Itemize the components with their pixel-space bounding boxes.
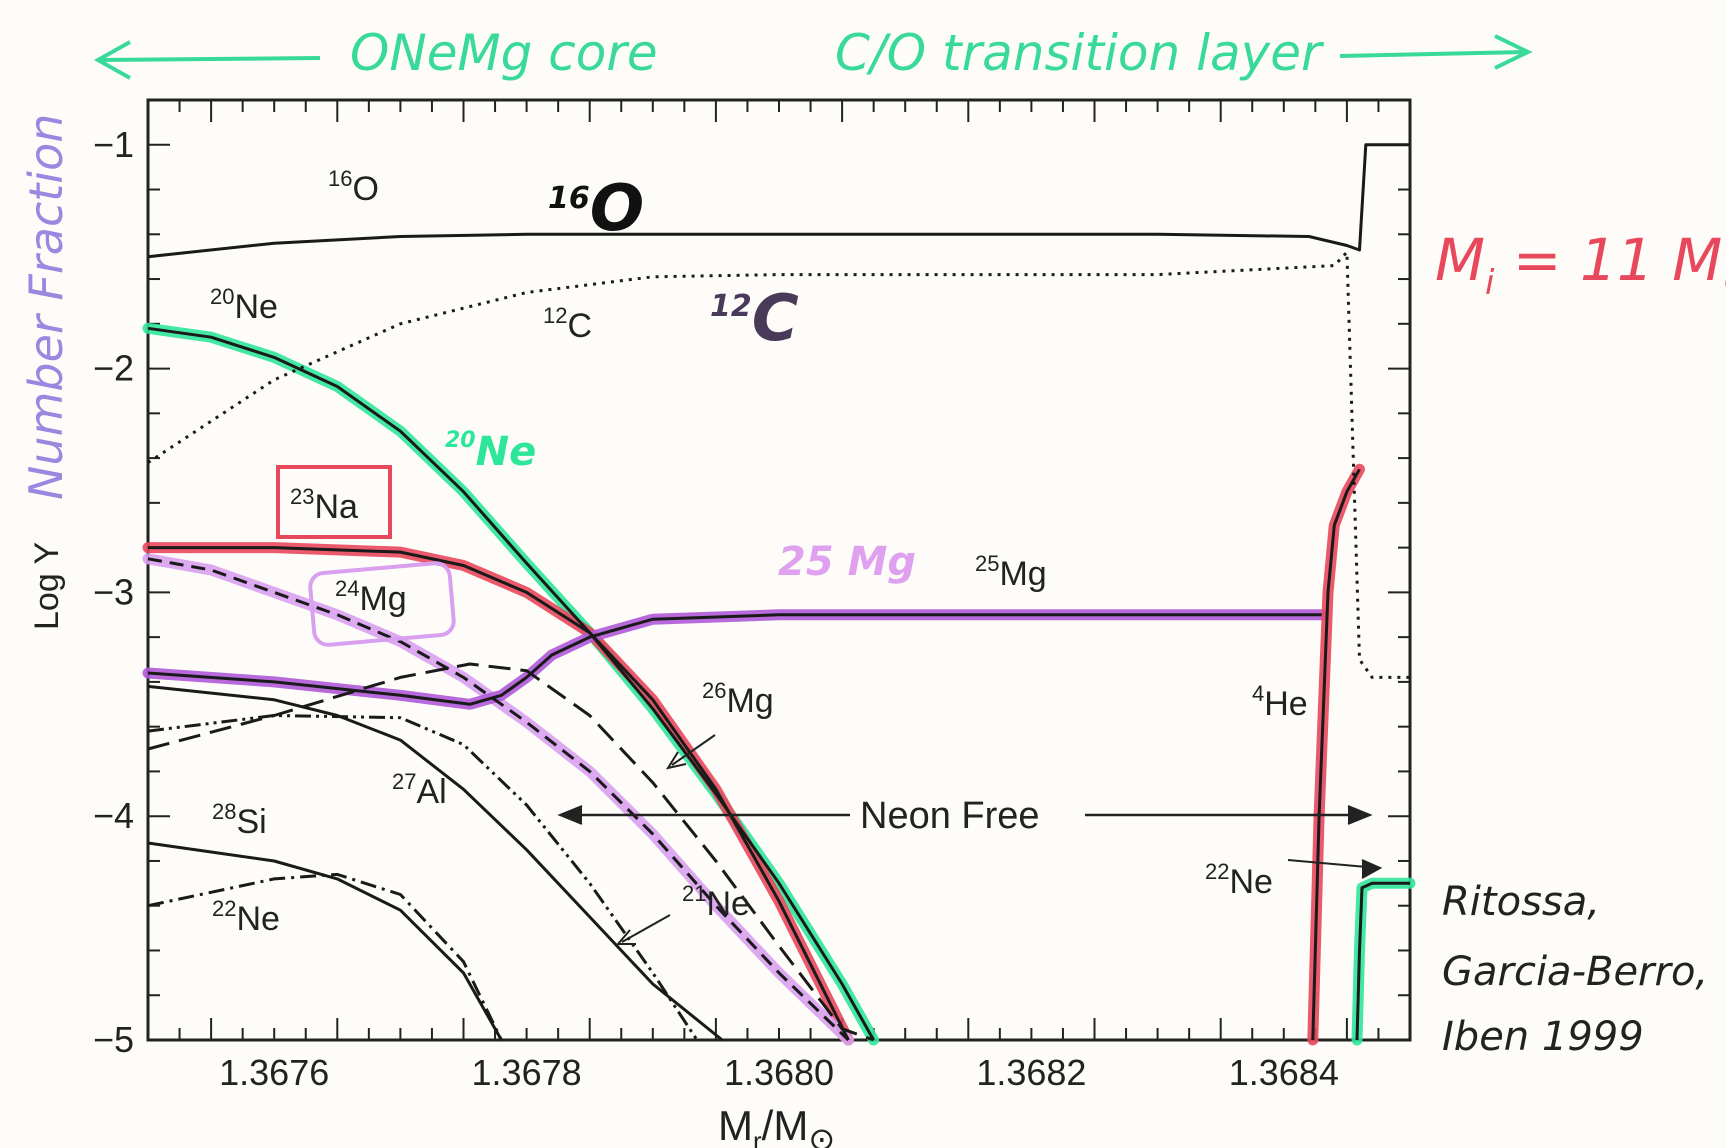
- x-tick-label: 1.3678: [472, 1052, 582, 1093]
- series-25Mg: [147, 613, 1322, 706]
- transition-label: C/O transition layer: [835, 24, 1325, 82]
- series-21Ne: [147, 714, 699, 1041]
- isotope-label-23Na: 23Na: [290, 484, 358, 526]
- core-label: ONeMg core: [350, 24, 658, 82]
- isotope-label-25Mg: 25Mg: [975, 551, 1047, 593]
- series-highlights: [142, 322, 1416, 1046]
- isotope-label-4He: 4He: [1252, 681, 1308, 723]
- isotope-label-22Ne: 22Ne: [212, 896, 280, 938]
- arrow-22Ne-outer-head: [1361, 859, 1383, 879]
- series-16O: [147, 143, 1410, 259]
- series-4He: [1311, 468, 1361, 1041]
- hand-12C-label: 12C: [710, 282, 799, 356]
- series-20Ne: [147, 326, 875, 1041]
- isotope-label-26Mg: 26Mg: [702, 678, 774, 720]
- reference-line-3: Iben 1999: [1442, 1014, 1644, 1060]
- reference-line-2: Garcia-Berro,: [1442, 949, 1708, 995]
- x-tick-label: 1.3676: [219, 1052, 329, 1093]
- series-22Ne: [147, 872, 503, 1041]
- axis-ticks: [147, 100, 1411, 1041]
- y-axis-hand-label: Number Fraction: [19, 114, 73, 500]
- box-23Na: [276, 465, 392, 539]
- x-tick-label: 1.3680: [724, 1052, 834, 1093]
- y-tick-label: −2: [93, 348, 134, 389]
- series-12C: [147, 250, 1410, 679]
- reference-line-1: Ritossa,: [1442, 879, 1600, 925]
- highlight-22Ne-outer: [1351, 877, 1416, 1046]
- pointer-arrows: [615, 734, 1383, 945]
- x-tick-label: 1.3682: [976, 1052, 1086, 1093]
- highlight-24Mg: [142, 553, 854, 1046]
- series-lines: [147, 143, 1410, 1042]
- neon-free-label: Neon Free: [860, 795, 1040, 837]
- highlight-4He: [1307, 463, 1365, 1046]
- isotope-label-28Si: 28Si: [212, 799, 267, 841]
- y-tick-label: −5: [93, 1019, 134, 1060]
- isotope-label-16O: 16O: [328, 166, 379, 208]
- arrow-26Mg: [671, 734, 716, 766]
- series-27Al: [147, 684, 724, 1042]
- y-tick-label: −4: [93, 795, 134, 836]
- box-24Mg: [308, 561, 456, 647]
- neon-free-annotation: Neon Free: [557, 795, 1373, 837]
- neon-free-left-head: [557, 805, 583, 825]
- y-tick-label: −3: [93, 571, 134, 612]
- arrow-21Ne-head: [615, 929, 636, 945]
- isotope-label-22Ne: 22Ne: [1205, 859, 1273, 901]
- arrow-26Mg-head: [665, 751, 687, 770]
- isotope-label-27Al: 27Al: [392, 769, 447, 811]
- neon-free-right-head: [1347, 805, 1373, 825]
- series-23Na: [148, 546, 850, 1041]
- reference-note: Ritossa, Garcia-Berro, Iben 1999: [1442, 879, 1708, 1060]
- isotope-labels: 16O 20Ne 12C 23Na 24Mg 25Mg 26Mg 27Al 28Si 22Ne 21…: [210, 166, 1308, 938]
- series-24Mg: [147, 557, 850, 1042]
- isotope-label-20Ne: 20Ne: [210, 284, 278, 326]
- x-tick-label: 1.3684: [1229, 1052, 1339, 1093]
- right-arrow-head: [1494, 34, 1533, 70]
- hand-25Mg-label: 25 Mg: [778, 539, 916, 585]
- tick-labels: 1.3676 1.3678 1.3680 1.3682 1.3684 −1 −2 −3 −4 −5: [93, 124, 1339, 1093]
- series-22Ne-outer: [1355, 881, 1410, 1041]
- hand-labels: 16O 12C 20Ne 25 Mg: [445, 172, 916, 585]
- hand-20Ne-label: 20Ne: [445, 428, 536, 475]
- arrow-21Ne: [621, 914, 671, 943]
- right-arrow-shaft: [1339, 50, 1526, 58]
- series-26Mg: [147, 662, 875, 1042]
- y-tick-label: −1: [93, 124, 134, 165]
- left-arrow-head: [93, 40, 131, 80]
- isotope-label-12C: 12C: [543, 303, 592, 345]
- x-axis-label: Mr/M⊙: [718, 1102, 835, 1148]
- left-arrow-shaft: [99, 56, 321, 62]
- initial-mass-label: Mi = 11 M⊙: [1435, 226, 1726, 303]
- isotope-label-24Mg: 24Mg: [335, 576, 407, 618]
- hand-16O-label: 16O: [548, 172, 644, 246]
- y-axis-label: Log Y: [28, 542, 66, 630]
- isotope-label-21Ne: 21Ne: [682, 881, 750, 923]
- series-28Si: [147, 841, 503, 1041]
- top-annotations: ONeMg core C/O transition layer: [93, 24, 1533, 82]
